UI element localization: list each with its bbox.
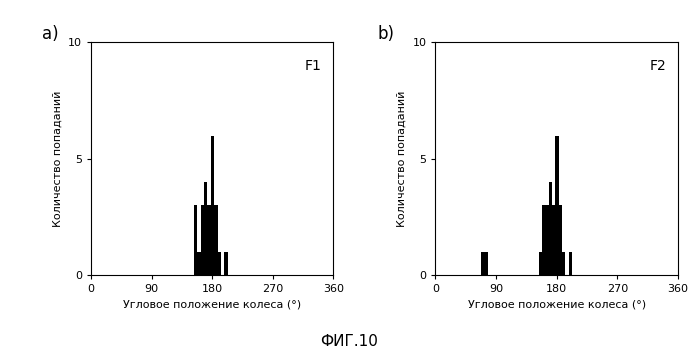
Bar <box>201 205 204 275</box>
Bar <box>481 252 484 275</box>
Bar <box>559 205 562 275</box>
Bar <box>197 252 201 275</box>
Bar <box>484 252 488 275</box>
Bar <box>204 182 208 275</box>
Text: F2: F2 <box>649 59 666 73</box>
Bar <box>549 182 552 275</box>
Text: b): b) <box>377 25 394 43</box>
Y-axis label: Количество попаданий: Количество попаданий <box>52 91 62 227</box>
Bar <box>208 205 211 275</box>
Bar <box>214 205 217 275</box>
Bar <box>217 252 221 275</box>
Text: a): a) <box>42 25 59 43</box>
Bar <box>552 205 556 275</box>
Text: F1: F1 <box>305 59 322 73</box>
Bar <box>211 136 214 275</box>
X-axis label: Угловое положение колеса (°): Угловое положение колеса (°) <box>123 300 301 310</box>
Bar <box>556 136 559 275</box>
Bar <box>569 252 572 275</box>
Bar <box>538 252 542 275</box>
Y-axis label: Количество попаданий: Количество попаданий <box>397 91 407 227</box>
Bar <box>562 252 565 275</box>
Text: ФИГ.10: ФИГ.10 <box>321 335 378 349</box>
Bar <box>194 205 197 275</box>
Bar <box>545 205 549 275</box>
Bar <box>542 205 545 275</box>
Bar <box>224 252 228 275</box>
X-axis label: Угловое положение колеса (°): Угловое положение колеса (°) <box>468 300 646 310</box>
